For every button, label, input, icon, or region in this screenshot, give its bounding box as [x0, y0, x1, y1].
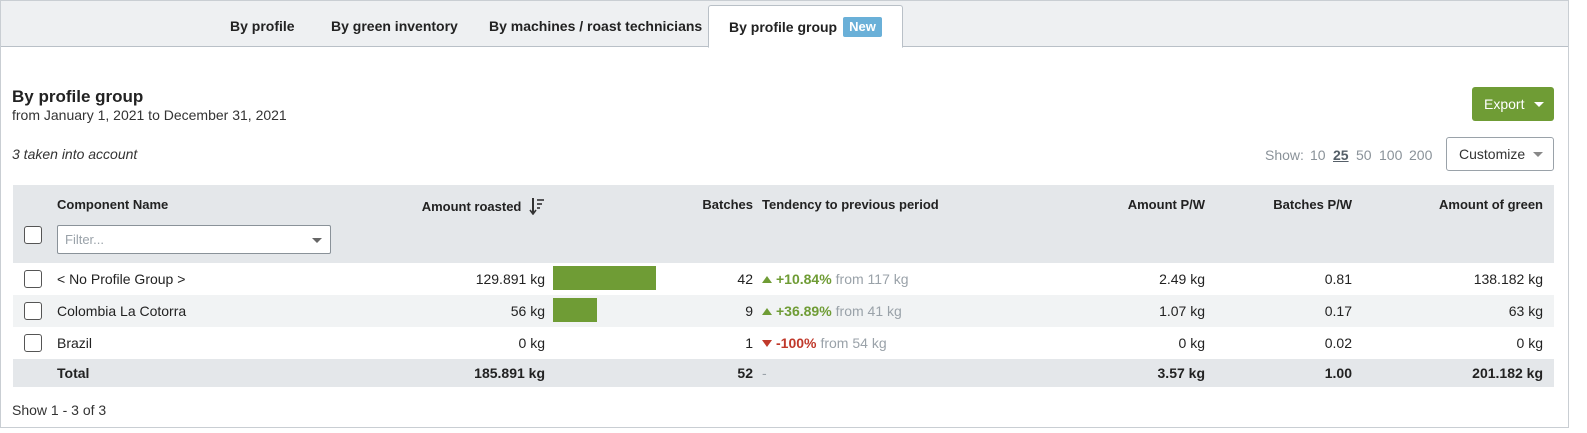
trend-from: from 41 kg	[835, 303, 902, 319]
tab-by-profile-group[interactable]: By profile group New	[708, 5, 903, 48]
sort-descending-icon	[529, 198, 544, 215]
row-batches-pw: 0.17	[1324, 303, 1352, 319]
trend-from: from 117 kg	[835, 271, 909, 287]
table-row: < No Profile Group > 129.891 kg 42 +10.8…	[13, 263, 1554, 295]
total-batches-pw: 1.00	[1324, 365, 1352, 381]
row-amount-roasted: 0 kg	[518, 335, 545, 351]
column-header-amount-pw[interactable]: Amount P/W	[1127, 197, 1205, 212]
trend-up-icon	[762, 308, 772, 315]
row-name[interactable]: Colombia La Cotorra	[57, 303, 187, 319]
row-batches-pw: 0.02	[1324, 335, 1352, 351]
column-label: Amount roasted	[421, 199, 522, 214]
row-batches: 42	[737, 271, 753, 287]
trend-down-icon	[762, 340, 772, 347]
row-checkbox[interactable]	[24, 334, 42, 352]
show-option-50[interactable]: 50	[1356, 147, 1372, 163]
amount-bar	[553, 266, 656, 290]
table-row: Brazil 0 kg 1 -100% from 54 kg 0 kg 0.02 …	[13, 327, 1554, 359]
trend-up-icon	[762, 276, 772, 283]
customize-button[interactable]: Customize	[1446, 137, 1554, 171]
tab-by-profile[interactable]: By profile	[230, 18, 295, 34]
total-batches: 52	[737, 365, 753, 381]
row-checkbox[interactable]	[24, 270, 42, 288]
row-batches: 9	[745, 303, 753, 319]
total-amount-green: 201.182 kg	[1472, 365, 1543, 381]
trend-percent: +36.89%	[776, 303, 832, 319]
total-amount-roasted: 185.891 kg	[474, 365, 545, 381]
row-tendency: +10.84% from 117 kg	[762, 263, 909, 295]
row-name[interactable]: Brazil	[57, 335, 93, 351]
tab-label: By profile group	[729, 19, 838, 35]
table-row: Colombia La Cotorra 56 kg 9 +36.89% from …	[13, 295, 1554, 327]
tab-by-green-inventory[interactable]: By green inventory	[331, 18, 458, 34]
column-header-tendency[interactable]: Tendency to previous period	[762, 197, 939, 212]
table-header: Component Name Amount roasted Batches Te…	[13, 185, 1554, 263]
show-label: Show:	[1265, 147, 1304, 163]
row-checkbox[interactable]	[24, 302, 42, 320]
trend-percent: +10.84%	[776, 271, 832, 287]
total-tendency: -	[762, 365, 767, 381]
customize-label: Customize	[1459, 146, 1526, 162]
table-total-row: Total 185.891 kg 52 - 3.57 kg 1.00 201.1…	[13, 359, 1554, 387]
row-amount-green: 0 kg	[1516, 335, 1543, 351]
column-header-batches[interactable]: Batches	[702, 197, 753, 212]
page-title: By profile group	[12, 87, 144, 106]
row-amount-pw: 2.49 kg	[1159, 271, 1205, 287]
row-name[interactable]: < No Profile Group >	[57, 271, 186, 287]
row-amount-green: 63 kg	[1508, 303, 1543, 319]
report-panel: By profile By green inventory By machine…	[0, 0, 1569, 428]
row-amount-pw: 0 kg	[1178, 335, 1205, 351]
row-tendency: -100% from 54 kg	[762, 327, 887, 359]
select-all-checkbox[interactable]	[24, 226, 42, 244]
new-badge: New	[843, 17, 882, 37]
row-amount-roasted: 129.891 kg	[475, 271, 545, 287]
show-option-25[interactable]: 25	[1333, 147, 1349, 163]
column-header-batches-pw[interactable]: Batches P/W	[1273, 197, 1352, 212]
show-option-100[interactable]: 100	[1379, 147, 1403, 163]
filter-placeholder: Filter...	[65, 232, 105, 247]
row-amount-pw: 1.07 kg	[1159, 303, 1205, 319]
show-option-200[interactable]: 200	[1409, 147, 1433, 163]
total-amount-pw: 3.57 kg	[1157, 365, 1205, 381]
row-tendency: +36.89% from 41 kg	[762, 295, 902, 327]
pagination-summary: Show 1 - 3 of 3	[12, 402, 107, 418]
column-header-amount-roasted[interactable]: Amount roasted	[383, 197, 545, 215]
chevron-down-icon	[1533, 152, 1543, 157]
name-filter-select[interactable]: Filter...	[57, 225, 331, 254]
chevron-down-icon	[1534, 102, 1544, 107]
row-amount-green: 138.182 kg	[1473, 271, 1543, 287]
chevron-down-icon	[312, 238, 322, 243]
total-label: Total	[57, 365, 90, 381]
amount-bar	[553, 298, 597, 322]
show-option-10[interactable]: 10	[1310, 147, 1326, 163]
export-label: Export	[1484, 96, 1525, 112]
column-header-name[interactable]: Component Name	[57, 197, 169, 212]
trend-percent: -100%	[776, 335, 817, 351]
tab-bar: By profile By green inventory By machine…	[1, 1, 1568, 48]
column-header-amount-green[interactable]: Amount of green	[1439, 197, 1543, 212]
trend-from: from 54 kg	[820, 335, 887, 351]
row-batches: 1	[745, 335, 753, 351]
tab-by-machines[interactable]: By machines / roast technicians	[489, 18, 703, 34]
date-range: from January 1, 2021 to December 31, 202…	[12, 107, 287, 123]
taken-into-account-text: 3 taken into account	[12, 146, 138, 162]
row-amount-roasted: 56 kg	[510, 303, 545, 319]
row-batches-pw: 0.81	[1324, 271, 1352, 287]
export-button[interactable]: Export	[1472, 87, 1554, 121]
